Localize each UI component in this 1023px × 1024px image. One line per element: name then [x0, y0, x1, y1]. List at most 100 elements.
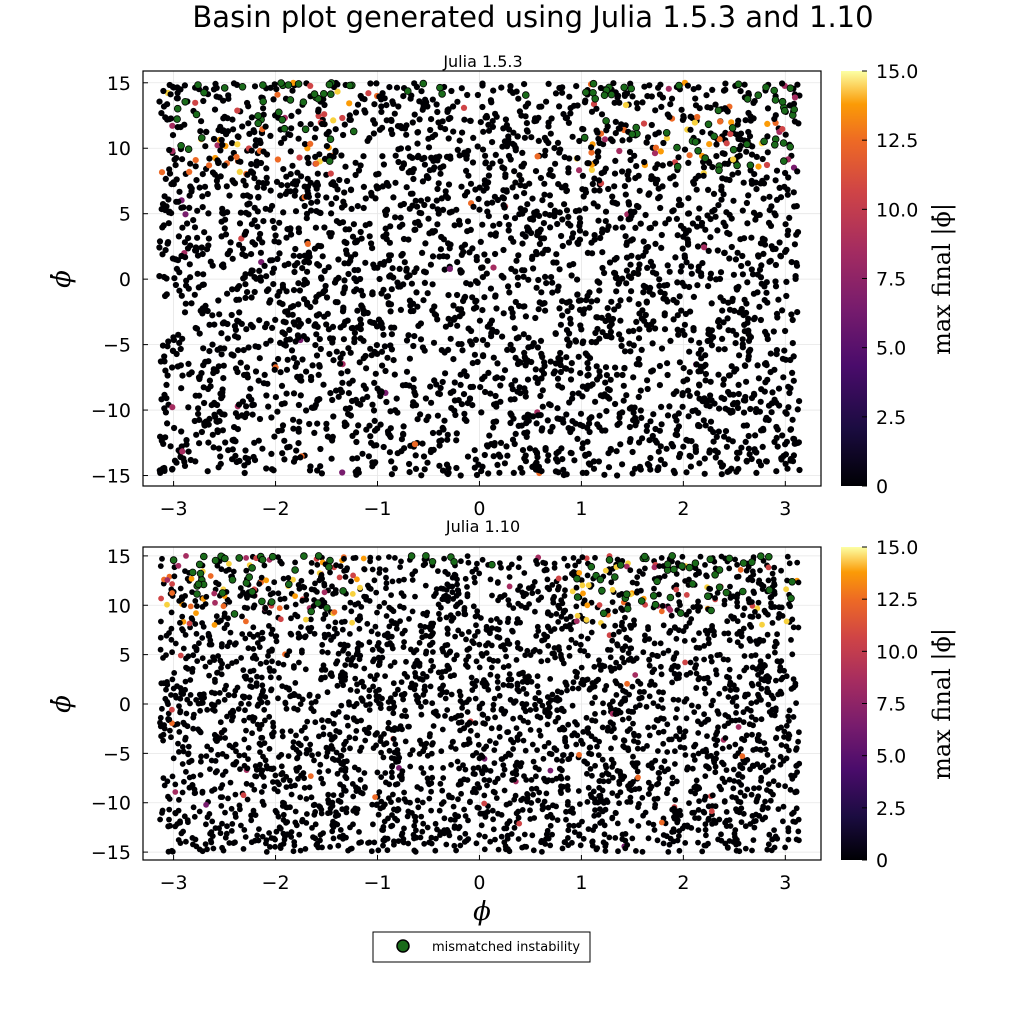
basin-point — [476, 664, 483, 671]
basin-point — [612, 224, 619, 231]
basin-point — [727, 409, 734, 416]
basin-point — [484, 200, 491, 207]
basin-point — [390, 680, 397, 687]
basin-point — [169, 466, 176, 473]
basin-point — [183, 838, 189, 845]
basin-point — [733, 710, 739, 716]
basin-point — [461, 806, 467, 813]
basin-point — [230, 436, 237, 443]
basin-point — [178, 385, 185, 392]
basin-point — [252, 137, 259, 144]
basin-point — [425, 413, 432, 420]
basin-point — [332, 182, 339, 189]
basin-point — [589, 250, 596, 257]
basin-point — [594, 314, 601, 321]
basin-point — [299, 265, 306, 272]
basin-point — [497, 158, 504, 165]
basin-point — [594, 325, 601, 333]
basin-point — [733, 366, 740, 373]
basin-point — [580, 835, 587, 842]
basin-point — [412, 593, 418, 600]
mismatched-point — [325, 157, 334, 165]
basin-point — [405, 332, 412, 339]
basin-point — [688, 337, 695, 344]
basin-point — [729, 794, 736, 800]
mismatched-point — [673, 143, 681, 152]
basin-point — [441, 417, 448, 424]
basin-point — [792, 273, 799, 280]
basin-point — [742, 438, 749, 445]
basin-point — [337, 386, 344, 393]
basin-point — [554, 405, 561, 412]
basin-point — [347, 254, 354, 261]
basin-point — [764, 336, 771, 343]
basin-point — [780, 803, 787, 810]
basin-point — [362, 195, 369, 202]
basin-point — [735, 390, 742, 398]
basin-point — [611, 269, 618, 276]
basin-point — [236, 309, 243, 316]
basin-point — [609, 199, 616, 206]
basin-point — [485, 127, 493, 134]
basin-point — [698, 222, 705, 229]
basin-point — [736, 771, 742, 777]
basin-point — [582, 186, 589, 193]
basin-point — [764, 149, 771, 156]
basin-point — [579, 172, 587, 179]
basin-point — [543, 98, 550, 105]
basin-point — [773, 399, 780, 406]
basin-point — [180, 627, 186, 634]
basin-point — [436, 438, 443, 445]
basin-point — [215, 363, 222, 370]
basin-point — [236, 220, 244, 227]
basin-point — [489, 199, 496, 206]
basin-point — [268, 466, 276, 473]
basin-point — [188, 300, 195, 307]
basin-point — [491, 760, 498, 766]
basin-point — [716, 405, 723, 412]
basin-point — [243, 364, 251, 371]
basin-point — [541, 180, 548, 187]
basin-point — [796, 398, 803, 405]
basin-point — [195, 410, 202, 417]
basin-point — [389, 265, 396, 272]
basin-point — [726, 231, 733, 238]
basin-point — [533, 420, 540, 427]
basin-point — [676, 293, 683, 300]
basin-point — [157, 646, 164, 653]
basin-point — [473, 840, 480, 847]
basin-point — [303, 616, 309, 623]
basin-point — [559, 416, 566, 423]
basin-point — [651, 585, 657, 592]
basin-point — [728, 363, 735, 370]
basin-point — [463, 372, 470, 380]
basin-point — [715, 202, 722, 209]
basin-point — [396, 265, 403, 272]
basin-point — [209, 341, 216, 348]
basin-point — [607, 445, 614, 453]
panel-top-ylabel: ϕ̇ — [47, 270, 77, 288]
basin-point — [172, 281, 179, 289]
basin-point — [464, 453, 472, 460]
basin-point — [636, 187, 643, 194]
basin-point — [759, 155, 766, 163]
basin-point — [338, 370, 345, 377]
basin-point — [507, 156, 514, 163]
basin-point — [589, 700, 596, 706]
basin-point — [557, 368, 565, 376]
basin-point — [519, 469, 526, 476]
basin-point — [726, 391, 734, 398]
basin-point — [236, 168, 243, 175]
basin-point — [428, 116, 435, 123]
basin-point — [414, 416, 421, 423]
basin-point — [595, 153, 602, 160]
basin-point — [656, 193, 663, 200]
basin-point — [555, 448, 562, 455]
basin-point — [329, 583, 335, 590]
basin-point — [246, 130, 253, 137]
basin-point — [616, 331, 623, 338]
basin-point — [171, 275, 178, 282]
basin-point — [666, 160, 674, 167]
basin-point — [211, 411, 218, 418]
basin-point — [516, 555, 523, 562]
